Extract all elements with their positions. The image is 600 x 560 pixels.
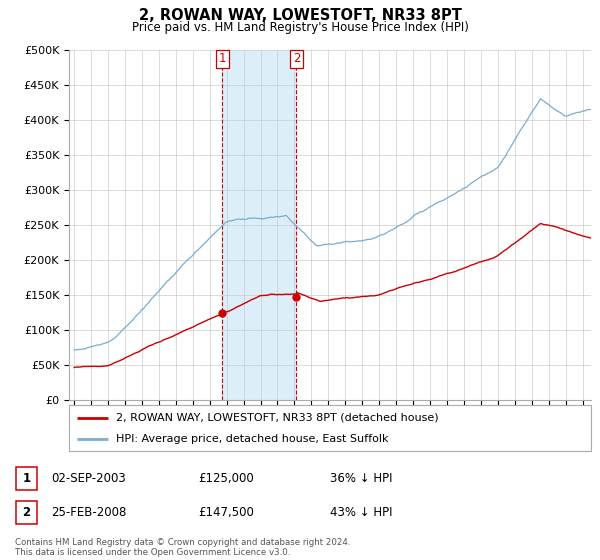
Text: £147,500: £147,500 <box>198 506 254 519</box>
Text: 1: 1 <box>22 472 31 486</box>
Text: HPI: Average price, detached house, East Suffolk: HPI: Average price, detached house, East… <box>116 435 388 444</box>
Text: Price paid vs. HM Land Registry's House Price Index (HPI): Price paid vs. HM Land Registry's House … <box>131 21 469 34</box>
Text: 2: 2 <box>293 53 300 66</box>
FancyBboxPatch shape <box>69 405 591 451</box>
FancyBboxPatch shape <box>16 468 37 490</box>
Text: 25-FEB-2008: 25-FEB-2008 <box>51 506 127 519</box>
Text: 2, ROWAN WAY, LOWESTOFT, NR33 8PT: 2, ROWAN WAY, LOWESTOFT, NR33 8PT <box>139 8 461 24</box>
Text: 1: 1 <box>218 53 226 66</box>
Text: 2, ROWAN WAY, LOWESTOFT, NR33 8PT (detached house): 2, ROWAN WAY, LOWESTOFT, NR33 8PT (detac… <box>116 413 439 423</box>
Text: Contains HM Land Registry data © Crown copyright and database right 2024.
This d: Contains HM Land Registry data © Crown c… <box>15 538 350 557</box>
FancyBboxPatch shape <box>16 501 37 524</box>
Text: 2: 2 <box>22 506 31 519</box>
Text: £125,000: £125,000 <box>198 472 254 486</box>
Bar <box>223 50 296 400</box>
Text: 02-SEP-2003: 02-SEP-2003 <box>51 472 126 486</box>
Text: 43% ↓ HPI: 43% ↓ HPI <box>330 506 392 519</box>
Text: 36% ↓ HPI: 36% ↓ HPI <box>330 472 392 486</box>
